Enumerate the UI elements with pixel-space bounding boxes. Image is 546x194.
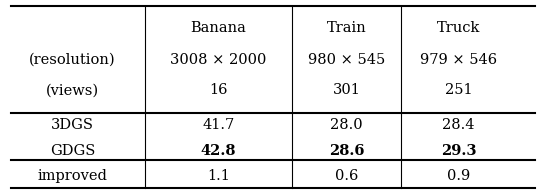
Text: 0.9: 0.9 [447, 169, 470, 183]
Text: 3008 × 2000: 3008 × 2000 [170, 53, 266, 67]
Text: 16: 16 [209, 83, 228, 97]
Text: 251: 251 [445, 83, 472, 97]
Text: 0.6: 0.6 [335, 169, 358, 183]
Text: 41.7: 41.7 [202, 118, 235, 132]
Text: 980 × 545: 980 × 545 [308, 53, 385, 67]
Text: Train: Train [327, 21, 366, 35]
Text: Truck: Truck [437, 21, 480, 35]
Text: GDGS: GDGS [50, 144, 96, 158]
Text: 1.1: 1.1 [207, 169, 230, 183]
Text: improved: improved [38, 169, 108, 183]
Text: 28.6: 28.6 [329, 144, 365, 158]
Text: (resolution): (resolution) [29, 53, 116, 67]
Text: 28.4: 28.4 [442, 118, 475, 132]
Text: 42.8: 42.8 [200, 144, 236, 158]
Text: 29.3: 29.3 [441, 144, 477, 158]
Text: 301: 301 [333, 83, 361, 97]
Text: 3DGS: 3DGS [51, 118, 94, 132]
Text: (views): (views) [46, 83, 99, 97]
Text: 28.0: 28.0 [330, 118, 363, 132]
Text: 979 × 546: 979 × 546 [420, 53, 497, 67]
Text: Banana: Banana [191, 21, 246, 35]
